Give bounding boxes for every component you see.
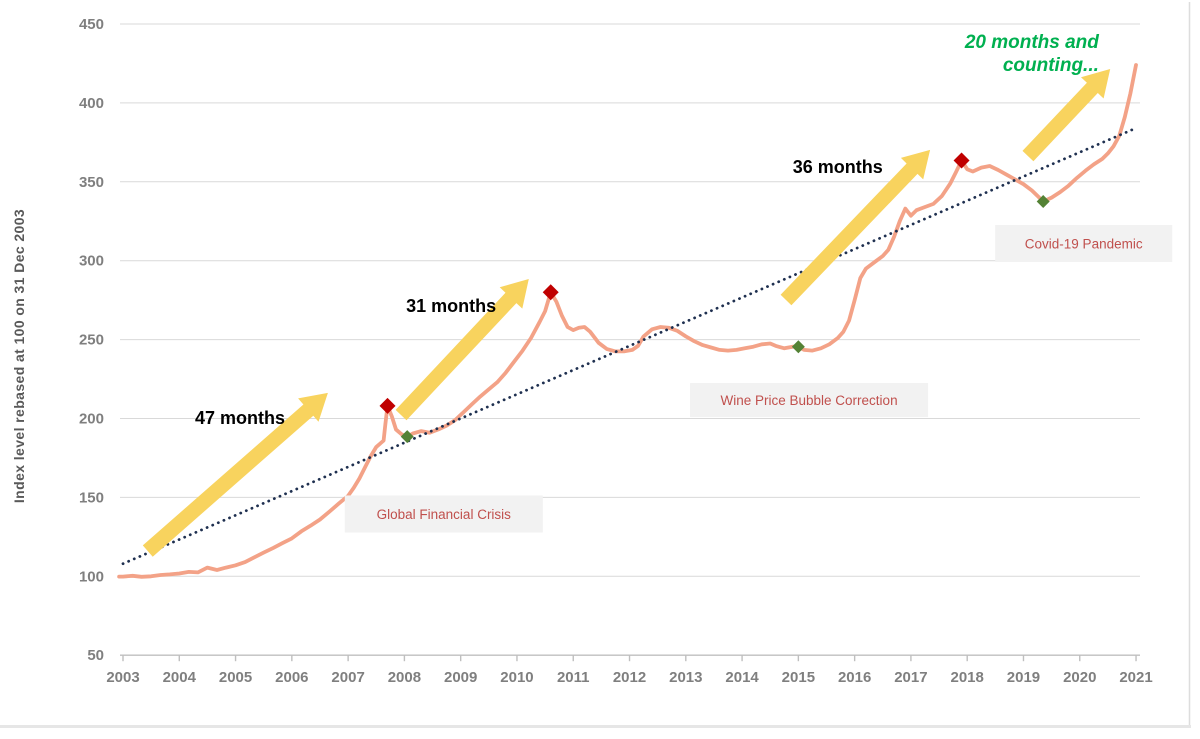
trough-diamond-marker: [1036, 195, 1050, 209]
y-tick-label: 450: [79, 16, 104, 33]
trend-arrow: [780, 149, 931, 306]
duration-label: 36 months: [793, 157, 883, 177]
x-tick-label: 2018: [951, 669, 984, 686]
trend-arrow: [395, 279, 529, 421]
grid-layer: [120, 23, 1140, 577]
series-layer: [117, 63, 1138, 579]
y-tick-label: 350: [79, 174, 104, 191]
event-label-text: Global Financial Crisis: [377, 507, 512, 522]
x-tick-label: 2017: [894, 669, 927, 686]
x-tick-label: 2010: [500, 669, 533, 686]
x-tick-label: 2019: [1007, 669, 1040, 686]
event-label-box: [344, 495, 543, 533]
highlight-note: counting...: [1003, 55, 1099, 76]
x-tick-label: 2004: [163, 669, 197, 686]
y-tick-label: 50: [87, 647, 104, 664]
duration-label: 47 months: [195, 408, 285, 428]
highlight-note: 20 months and: [964, 32, 1099, 53]
trend-arrow: [1022, 69, 1111, 162]
peak-diamond-marker: [953, 152, 970, 169]
y-tick-label: 150: [79, 489, 104, 506]
trough-diamond-marker: [400, 430, 414, 444]
axes-layer: 50 100 150 200 250 300 350 400 450 2003 2004 2005 20…: [79, 16, 1153, 686]
event-label-box: [690, 383, 929, 418]
x-tick-label: 2009: [444, 669, 477, 686]
event-label-text: Wine Price Bubble Correction: [721, 393, 898, 408]
event-label-box: [995, 224, 1173, 262]
trough-diamond-marker: [791, 340, 805, 354]
x-tick-label: 2013: [669, 669, 702, 686]
x-tick-label: 2021: [1119, 669, 1152, 686]
index-line: [117, 63, 1138, 579]
peak-diamond-marker: [379, 397, 396, 414]
trend-line: [121, 126, 1138, 566]
x-tick-label: 2016: [838, 669, 871, 686]
y-tick-label: 100: [79, 568, 104, 585]
y-tick-label: 200: [79, 411, 104, 428]
x-tick-label: 2008: [388, 669, 421, 686]
trend-arrow: [142, 392, 328, 557]
x-tick-label: 2020: [1063, 669, 1096, 686]
y-tick-label: 250: [79, 332, 104, 349]
y-tick-label: 300: [79, 253, 104, 270]
x-tick-label: 2011: [557, 669, 590, 686]
x-tick-label: 2015: [782, 669, 815, 686]
x-tick-label: 2003: [106, 669, 139, 686]
y-tick-label: 400: [79, 95, 104, 112]
duration-label: 31 months: [406, 296, 496, 316]
x-tick-label: 2012: [613, 669, 646, 686]
x-tick-label: 2007: [331, 669, 364, 686]
y-axis-title: Index level rebased at 100 on 31 Dec 200…: [11, 209, 27, 503]
peak-diamond-marker: [542, 284, 559, 301]
x-tick-label: 2006: [275, 669, 308, 686]
annotation-layer: Global Financial Crisis Wine Price Bubble…: [142, 32, 1173, 557]
x-tick-label: 2014: [725, 669, 759, 686]
x-tick-label: 2005: [219, 669, 252, 686]
event-label-text: Covid-19 Pandemic: [1025, 236, 1143, 251]
